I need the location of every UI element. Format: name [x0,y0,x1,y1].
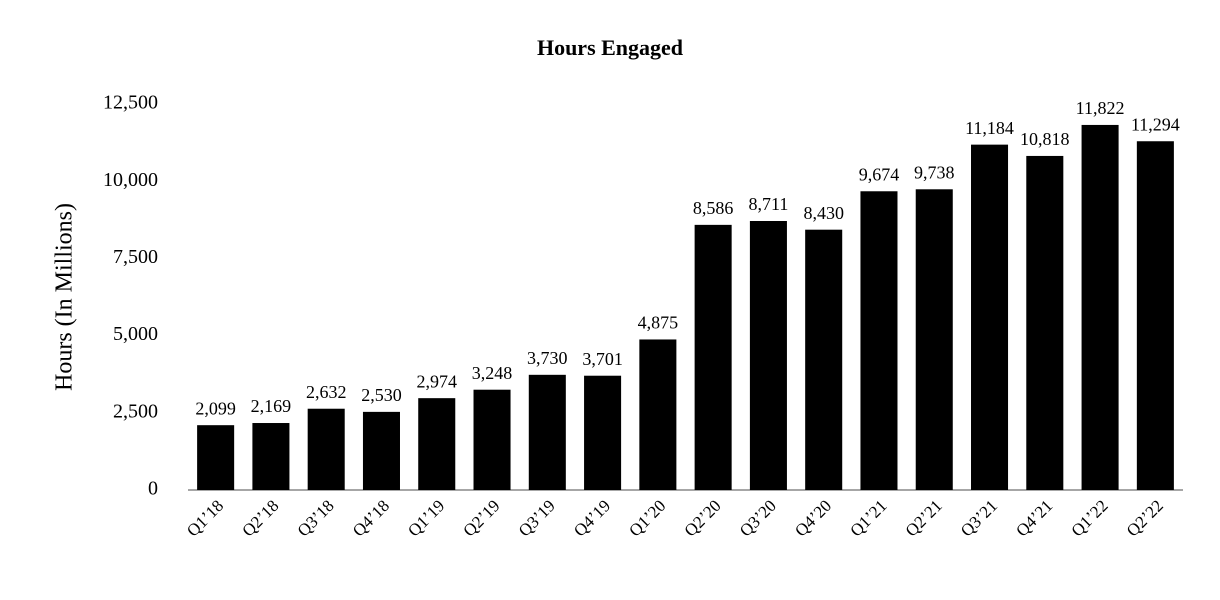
y-tick-label: 12,500 [103,92,158,114]
bar [418,398,456,490]
value-label: 9,674 [859,164,900,184]
value-label: 2,974 [417,371,458,391]
bar [749,221,787,490]
x-tick-label: Q1’20 [625,496,669,540]
y-axis-label: Hours (In Millions) [52,203,78,391]
y-tick-label: 5,000 [113,323,158,345]
value-label: 10,818 [1020,129,1070,149]
bar [805,229,843,491]
x-tick-label: Q4’18 [349,496,393,540]
x-tick-label: Q2’19 [459,496,503,540]
value-label: 11,294 [1131,114,1180,134]
x-tick-label: Q4’19 [570,496,614,540]
x-tick-label: Q3’21 [957,496,1001,540]
bar [694,224,732,490]
value-label: 3,701 [582,349,623,369]
value-label: 2,099 [195,398,236,418]
x-tick-label: Q2’21 [902,496,946,540]
value-label: 4,875 [638,313,679,333]
x-tick-label: Q1’18 [183,496,227,540]
value-label: 8,430 [803,203,844,223]
value-label: 8,711 [748,194,788,214]
bar [362,411,400,490]
bar [307,408,345,490]
chart-title: Hours Engaged [537,35,683,60]
value-label: 2,169 [251,396,292,416]
x-tick-label: Q1’19 [404,496,448,540]
bar [1026,155,1064,490]
value-label: 3,730 [527,348,568,368]
y-tick-label: 10,000 [103,169,158,191]
x-tick-label: Q1’21 [846,496,890,540]
x-tick-label: Q2’22 [1123,496,1167,540]
bar [915,189,953,490]
x-tick-label: Q3’19 [515,496,559,540]
value-label: 3,248 [472,363,513,383]
x-tick-label: Q3’20 [736,496,780,540]
bar [252,423,290,490]
bar [528,374,566,490]
y-tick-label: 0 [148,478,158,500]
bar [971,144,1009,491]
x-tick-label: Q4’20 [791,496,835,540]
x-tick-label: Q3’18 [294,496,338,540]
bar [197,425,235,490]
value-label: 8,586 [693,198,734,218]
bar [860,191,898,490]
x-tick-label: Q1’22 [1068,496,1112,540]
value-label: 2,632 [306,382,347,402]
value-label: 11,184 [965,118,1014,138]
x-tick-label: Q4’21 [1012,496,1056,540]
bar [1081,124,1119,490]
y-tick-label: 7,500 [113,246,158,268]
value-label: 11,822 [1076,98,1125,118]
x-tick-label: Q2’20 [681,496,725,540]
bar [584,375,622,490]
bar [473,389,511,490]
bar [639,339,677,490]
x-tick-label: Q2’18 [238,496,282,540]
bar [1136,141,1174,491]
value-label: 9,738 [914,162,955,182]
value-label: 2,530 [361,385,402,405]
y-tick-label: 2,500 [113,400,158,422]
